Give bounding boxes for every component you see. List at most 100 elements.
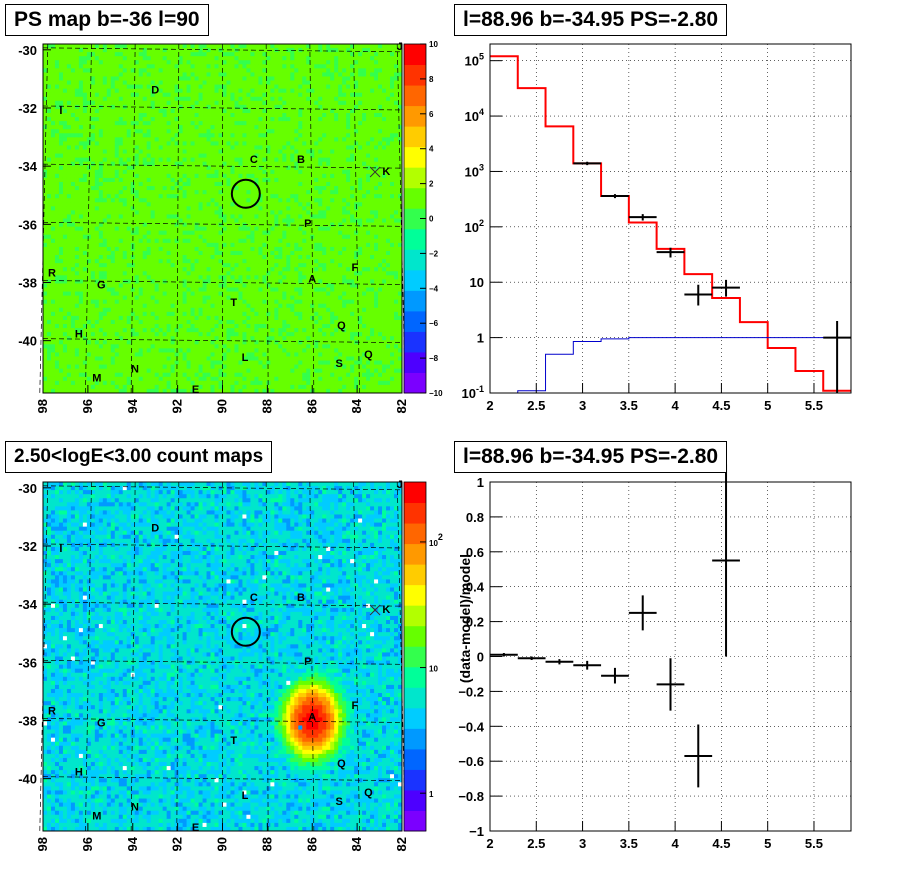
map-pixel: [266, 190, 271, 195]
map-pixel: [134, 356, 140, 361]
map-pixel: [142, 198, 148, 203]
map-pixel: [110, 56, 116, 61]
map-pixel: [158, 48, 164, 53]
map-pixel: [150, 376, 156, 382]
map-pixel: [114, 173, 120, 179]
map-pixel: [218, 275, 223, 280]
map-pixel: [58, 169, 64, 175]
map-pixel: [234, 352, 239, 357]
map-pixel: [258, 230, 263, 236]
map-pixel: [202, 202, 207, 207]
map-pixel: [198, 198, 203, 203]
map-pixel: [266, 360, 271, 365]
map-pixel: [254, 271, 259, 276]
map-pixel: [50, 84, 56, 90]
map-pixel: [258, 165, 263, 171]
map-pixel: [166, 238, 172, 244]
map-pixel: [194, 80, 199, 85]
map-pixel: [162, 121, 168, 126]
map-pixel: [126, 332, 132, 337]
map-pixel: [154, 190, 160, 195]
map-pixel: [46, 242, 52, 248]
map-pixel: [102, 222, 108, 228]
map-pixel: [258, 64, 263, 69]
map-pixel: [150, 88, 156, 94]
map-pixel: [270, 68, 275, 73]
map-pixel: [242, 198, 247, 203]
map-pixel: [206, 149, 211, 154]
map-pixel: [190, 259, 195, 264]
map-pixel: [138, 44, 144, 49]
map-pixel: [46, 283, 52, 288]
map-pixel: [242, 108, 247, 114]
map-pixel: [190, 149, 195, 154]
map-pixel: [138, 52, 144, 57]
map-pixel: [226, 283, 231, 288]
map-pixel: [158, 202, 164, 207]
map-pixel: [154, 161, 160, 167]
map-pixel: [102, 44, 108, 49]
map-pixel: [254, 125, 259, 130]
map-pixel: [202, 149, 207, 154]
map-pixel: [126, 210, 132, 215]
map-pixel: [90, 214, 96, 219]
map-pixel: [134, 303, 140, 309]
map-pixel: [43, 255, 48, 260]
map-pixel: [94, 234, 100, 240]
map-pixel: [198, 307, 203, 313]
map-pixel: [194, 250, 199, 256]
map-pixel: [142, 88, 148, 94]
map-pixel: [142, 238, 148, 244]
map-pixel: [194, 194, 199, 199]
map-pixel: [98, 104, 104, 110]
map-pixel: [186, 190, 191, 195]
map-pixel: [258, 92, 263, 98]
map-pixel: [186, 52, 191, 57]
map-pixel: [134, 177, 140, 183]
map-pixel: [62, 364, 68, 370]
map-pixel: [150, 291, 156, 297]
map-pixel: [78, 380, 84, 386]
map-pixel: [158, 112, 164, 118]
map-pixel: [158, 275, 164, 280]
map-pixel: [58, 96, 64, 102]
map-pixel: [230, 68, 235, 73]
map-pixel: [82, 384, 88, 390]
map-pixel: [98, 348, 104, 353]
map-pixel: [50, 267, 56, 272]
map-pixel: [122, 108, 128, 114]
map-pixel: [162, 364, 168, 370]
map-pixel: [66, 121, 72, 126]
map-pixel: [202, 153, 207, 159]
map-pixel: [122, 222, 128, 228]
map-pixel: [110, 230, 116, 236]
map-pixel: [54, 169, 60, 175]
map-pixel: [138, 173, 144, 179]
map-pixel: [262, 145, 267, 150]
map-pixel: [234, 356, 239, 361]
map-pixel: [246, 181, 251, 187]
map-pixel: [58, 121, 64, 126]
map-pixel: [178, 84, 184, 90]
map-pixel: [98, 226, 104, 232]
map-pixel: [74, 295, 80, 301]
map-pixel: [130, 64, 136, 69]
map-pixel: [70, 137, 76, 142]
map-pixel: [266, 328, 271, 333]
map-pixel: [246, 121, 251, 126]
map-pixel: [82, 96, 88, 102]
map-pixel: [154, 60, 160, 65]
map-pixel: [214, 364, 219, 370]
map-pixel: [226, 348, 231, 353]
map-pixel: [190, 202, 195, 207]
map-pixel: [66, 129, 72, 134]
map-pixel: [150, 332, 156, 337]
map-pixel: [43, 76, 48, 81]
map-pixel: [222, 315, 227, 321]
map-pixel: [166, 117, 172, 122]
map-pixel: [130, 137, 136, 142]
map-pixel: [146, 388, 152, 394]
map-pixel: [82, 112, 88, 118]
map-pixel: [98, 100, 104, 106]
map-pixel: [126, 238, 132, 244]
